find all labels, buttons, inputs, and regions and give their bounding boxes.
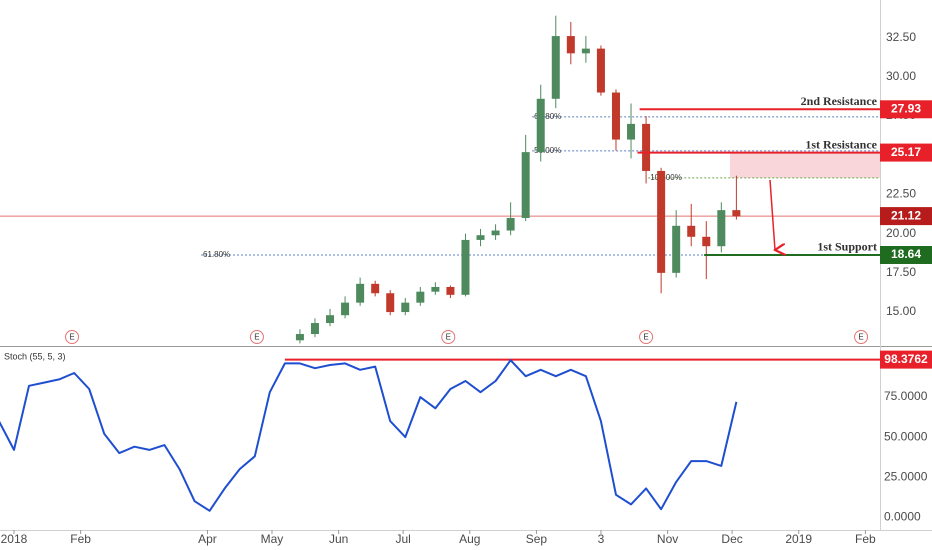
y-tick-label: 20.00	[886, 226, 916, 240]
candle-body	[717, 210, 726, 247]
x-tick-label: Feb	[70, 532, 91, 546]
x-tick-label: Jul	[395, 532, 410, 546]
earnings-label: E	[254, 333, 259, 342]
candle-body	[506, 217, 515, 231]
price-pane: 61.80% 61.80% 50.00% 100.00%	[0, 15, 880, 344]
x-tick-label: 2019	[785, 532, 812, 546]
x-tick-label: Jun	[329, 532, 348, 546]
candle-body	[566, 36, 575, 54]
y-tick-label: 30.00	[886, 69, 916, 83]
projection-arrow	[769, 179, 775, 250]
candle-body	[416, 291, 425, 303]
current-price-value: 21.12	[891, 208, 921, 222]
level-box	[880, 245, 932, 264]
candle-body	[341, 302, 350, 316]
earnings-marker	[854, 330, 869, 344]
x-tick-label: 3	[598, 532, 605, 546]
candle-body	[326, 315, 335, 324]
overlay: 15.0017.5020.0022.5025.0027.5030.0032.50…	[1, 30, 932, 546]
level-value: 18.64	[891, 247, 921, 261]
candle-body	[687, 225, 696, 237]
candle-body	[672, 225, 681, 273]
level-name: 1st Resistance	[805, 137, 877, 151]
stoch-line	[0, 359, 738, 512]
y-tick-label: 75.0000	[884, 389, 928, 403]
x-tick-label: 2018	[1, 532, 28, 546]
candle-body	[627, 123, 636, 140]
level-name: 2nd Resistance	[801, 94, 878, 108]
stoch-pane	[0, 358, 880, 512]
candle-body	[476, 235, 485, 240]
earnings-marker	[249, 330, 264, 344]
fib-label: 50.00%	[534, 146, 561, 155]
x-tick-label: Nov	[657, 532, 678, 546]
candle-body	[702, 236, 711, 247]
y-tick-label: 15.00	[886, 304, 916, 318]
x-tick-label: Dec	[721, 532, 742, 546]
max-level-value: 98.3762	[884, 352, 928, 366]
current-price-box	[880, 207, 932, 226]
candle-body	[310, 323, 319, 335]
level-box	[880, 143, 932, 162]
indicator-title: Stoch (55, 5, 3)	[4, 351, 66, 361]
earnings-label: E	[69, 333, 74, 342]
y-tick-label: 50.0000	[884, 429, 928, 443]
fib-label: 61.80%	[203, 250, 230, 259]
x-tick-label: Sep	[526, 532, 548, 546]
x-tick-label: Apr	[198, 532, 217, 546]
candle-body	[732, 210, 741, 217]
earnings-label: E	[858, 333, 863, 342]
target-zone	[729, 152, 880, 178]
fib-label: 61.80%	[534, 112, 561, 121]
level-value: 27.93	[891, 101, 921, 115]
x-tick-label: Feb	[855, 532, 876, 546]
candle-body	[581, 48, 590, 54]
candle-body	[642, 123, 651, 171]
earnings-label: E	[643, 333, 648, 342]
y-tick-label: 32.50	[886, 30, 916, 44]
candle-body	[356, 283, 365, 303]
earnings-marker	[639, 330, 654, 344]
earnings-marker	[65, 330, 80, 344]
level-box	[880, 100, 932, 119]
y-tick-label: 17.50	[886, 265, 916, 279]
earnings-label: E	[446, 333, 451, 342]
candle-body	[521, 152, 530, 218]
fib-label: 100.00%	[650, 173, 682, 182]
y-tick-label: 22.50	[886, 187, 916, 201]
candle-body	[371, 283, 380, 294]
earnings-marker	[441, 330, 456, 344]
y-tick-label: 25.0000	[884, 469, 928, 483]
candle-body	[596, 48, 605, 93]
y-tick-label: 0.0000	[884, 509, 921, 523]
candle-body	[536, 98, 545, 153]
candle-body	[295, 334, 304, 341]
max-level-box	[880, 350, 932, 369]
candle-body	[431, 286, 440, 292]
candle-body	[657, 170, 666, 273]
candle-body	[386, 293, 395, 313]
level-value: 25.17	[891, 145, 921, 159]
candle-body	[551, 36, 560, 99]
candle-body	[461, 239, 470, 295]
candle-body	[491, 230, 500, 236]
candle-body	[446, 286, 455, 295]
x-tick-label: Aug	[459, 532, 480, 546]
candle-body	[611, 92, 620, 140]
candle-body	[401, 302, 410, 313]
x-tick-label: May	[261, 532, 284, 546]
level-name: 1st Support	[817, 240, 877, 254]
